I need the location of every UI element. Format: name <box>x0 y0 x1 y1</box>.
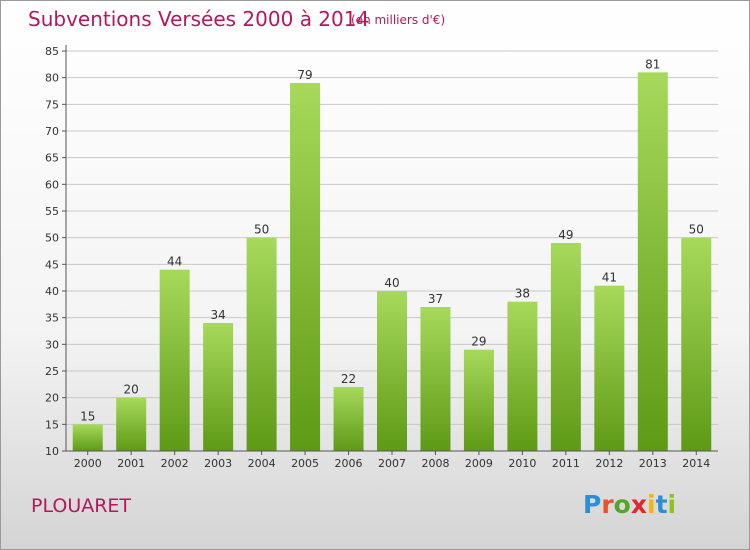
bar-value-label: 41 <box>602 271 617 285</box>
x-tick-label: 2005 <box>291 457 319 470</box>
bar-2012 <box>594 285 625 451</box>
logo-letter: r <box>601 490 614 519</box>
y-tick-label: 50 <box>45 232 59 245</box>
y-tick-label: 75 <box>45 98 59 111</box>
bar-2013 <box>637 72 668 451</box>
x-tick-label: 2011 <box>552 457 580 470</box>
bar-2011 <box>550 243 581 451</box>
logo-letter: i <box>647 490 656 519</box>
x-tick-label: 2013 <box>639 457 667 470</box>
bar-value-label: 34 <box>210 308 225 322</box>
x-tick-label: 2001 <box>117 457 145 470</box>
chart-title: Subventions Versées 2000 à 2014 <box>28 7 370 31</box>
y-tick-label: 15 <box>45 418 59 431</box>
bar-value-label: 49 <box>558 228 573 242</box>
y-tick-label: 85 <box>45 45 59 58</box>
bar-value-label: 79 <box>297 68 312 82</box>
bar-2006 <box>333 387 364 451</box>
proxiti-logo: Proxiti <box>583 490 676 519</box>
x-tick-label: 2002 <box>161 457 189 470</box>
bar-2014 <box>681 237 712 451</box>
logo-letter: P <box>583 490 602 519</box>
bar-value-label: 20 <box>124 383 139 397</box>
x-tick-label: 2000 <box>74 457 102 470</box>
bar-2003 <box>203 323 234 451</box>
bar-value-label: 22 <box>341 372 356 386</box>
logo-letter: o <box>613 490 631 519</box>
y-tick-label: 10 <box>45 445 59 458</box>
bar-value-label: 81 <box>645 57 660 71</box>
x-tick-label: 2003 <box>204 457 232 470</box>
y-tick-label: 45 <box>45 258 59 271</box>
bar-2008 <box>420 307 451 451</box>
y-tick-label: 25 <box>45 365 59 378</box>
y-tick-label: 60 <box>45 178 59 191</box>
chart-unit: (en milliers d'€) <box>351 13 446 27</box>
bar-value-label: 37 <box>428 292 443 306</box>
bar-2004 <box>246 237 277 451</box>
bar-2002 <box>159 269 190 451</box>
y-tick-label: 55 <box>45 205 59 218</box>
bar-2001 <box>116 397 147 451</box>
bar-2005 <box>290 83 321 451</box>
bar-value-label: 50 <box>689 223 704 237</box>
y-tick-label: 30 <box>45 338 59 351</box>
x-tick-label: 2009 <box>465 457 493 470</box>
bar-value-label: 44 <box>167 255 182 269</box>
y-tick-label: 40 <box>45 285 59 298</box>
bar-value-label: 50 <box>254 223 269 237</box>
x-tick-label: 2007 <box>378 457 406 470</box>
x-tick-label: 2014 <box>682 457 710 470</box>
y-tick-label: 80 <box>45 72 59 85</box>
logo-letter: x <box>630 490 647 519</box>
x-tick-label: 2010 <box>508 457 536 470</box>
bar-2000 <box>72 424 103 451</box>
bar-2009 <box>463 349 494 451</box>
x-tick-label: 2006 <box>335 457 363 470</box>
x-tick-label: 2004 <box>248 457 276 470</box>
bar-value-label: 29 <box>471 335 486 349</box>
y-tick-label: 20 <box>45 392 59 405</box>
bar-value-label: 15 <box>80 409 95 423</box>
bar-value-label: 40 <box>384 276 399 290</box>
logo-letter: i <box>667 490 677 519</box>
x-tick-label: 2012 <box>595 457 623 470</box>
y-tick-label: 70 <box>45 125 59 138</box>
logo-letter: t <box>655 490 668 519</box>
bar-2007 <box>377 291 407 451</box>
y-tick-label: 35 <box>45 312 59 325</box>
bar-value-label: 38 <box>515 287 530 301</box>
place-name: PLOUARET <box>31 495 132 517</box>
y-tick-label: 65 <box>45 152 59 165</box>
bar-2010 <box>507 301 538 451</box>
x-tick-label: 2008 <box>421 457 449 470</box>
